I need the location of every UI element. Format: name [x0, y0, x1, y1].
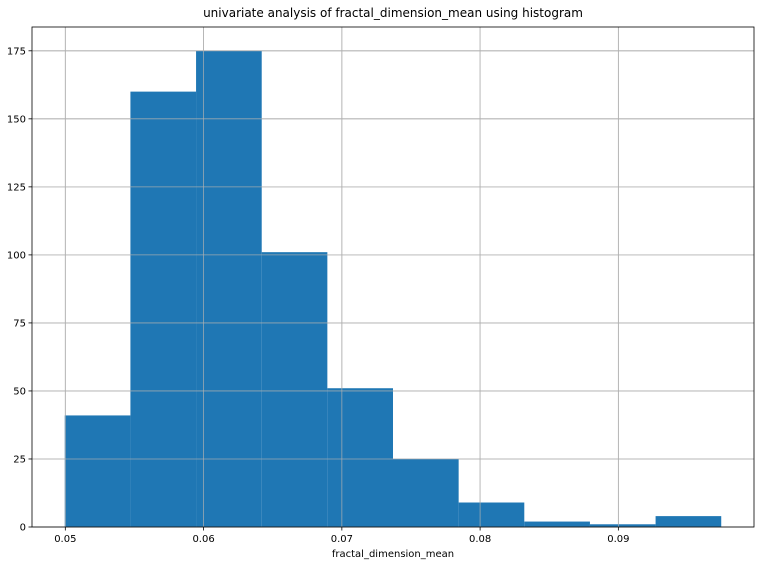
bars-layer — [64, 50, 722, 528]
y-tick-label: 75 — [13, 318, 26, 329]
histogram-bar — [261, 252, 328, 527]
plot-frame — [31, 26, 755, 528]
y-tick-label: 100 — [7, 250, 26, 261]
y-tick-label: 50 — [13, 386, 26, 397]
histogram-bar — [196, 50, 262, 528]
y-tick-label: 175 — [7, 46, 26, 57]
histogram-bar — [327, 388, 393, 527]
x-axis-title: fractal_dimension_mean — [332, 549, 454, 560]
histogram-bar — [393, 458, 459, 527]
chart-title: univariate analysis of fractal_dimension… — [203, 6, 583, 20]
ticks-layer: 0.05 0.06 0.07 0.08 0.09 0 25 50 75 100 125 150 175 — [7, 46, 630, 545]
x-tick-label: 0.09 — [607, 534, 629, 545]
histogram-bar — [458, 502, 525, 527]
y-tick-label: 125 — [7, 182, 26, 193]
histogram-bar — [589, 524, 656, 527]
y-tick-label: 0 — [20, 523, 26, 534]
x-tick-label: 0.05 — [54, 534, 76, 545]
y-tick-label: 150 — [7, 114, 26, 125]
x-tick-label: 0.08 — [469, 534, 491, 545]
histogram-bar — [64, 415, 131, 527]
histogram-bar — [524, 521, 590, 527]
histogram-bar — [130, 91, 197, 527]
x-tick-label: 0.06 — [192, 534, 214, 545]
x-tick-label: 0.07 — [331, 534, 353, 545]
y-tick-label: 25 — [13, 454, 26, 465]
histogram-bar — [655, 516, 722, 527]
